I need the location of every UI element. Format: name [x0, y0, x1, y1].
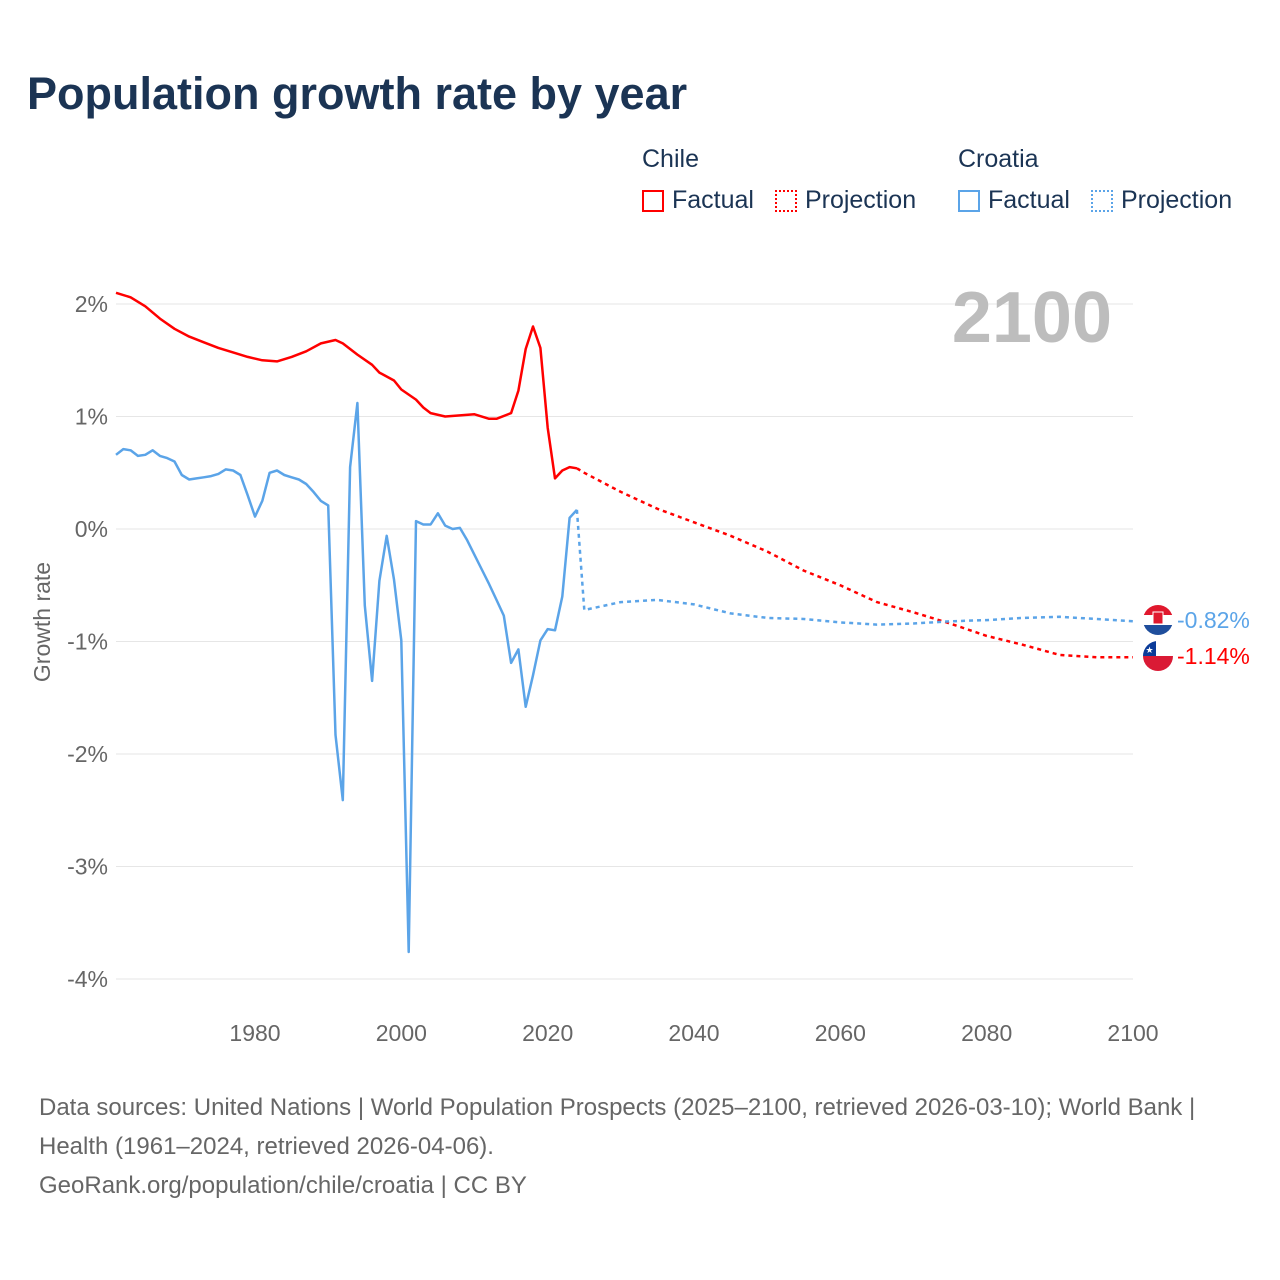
- y-tick-label: -1%: [67, 629, 108, 655]
- croatia-factual-line: [115, 401, 578, 954]
- x-tick-label: 2040: [668, 1020, 719, 1046]
- y-tick-label: -3%: [67, 854, 108, 880]
- y-axis: 2% 1% 0% -1% -2% -3% -4%: [67, 291, 108, 992]
- y-tick-label: -2%: [67, 741, 108, 767]
- x-axis: 1980 2000 2020 2040 2060 2080 2100: [229, 1020, 1158, 1046]
- y-tick-label: -4%: [67, 966, 108, 992]
- source-link[interactable]: GeoRank.org/population/chile/croatia | C…: [39, 1172, 527, 1199]
- croatia-flag-icon: [1143, 605, 1173, 635]
- legend-label: Projection: [804, 186, 917, 214]
- legend-croatia-title: Croatia: [958, 145, 1039, 173]
- x-tick-label: 2020: [522, 1020, 573, 1046]
- y-tick-label: 1%: [75, 404, 108, 430]
- chile-end-label: -1.14%: [1177, 643, 1250, 669]
- y-axis-label: Growth rate: [29, 562, 55, 682]
- solid-swatch-icon: [642, 189, 664, 212]
- legend-label: Factual: [988, 186, 1070, 214]
- chile-flag-icon: ★: [1143, 641, 1173, 671]
- legend-chile-projection[interactable]: Projection: [774, 186, 917, 215]
- legend-label: Factual: [672, 186, 754, 214]
- legend-croatia-projection[interactable]: Projection: [1090, 186, 1233, 215]
- svg-text:★: ★: [1145, 645, 1153, 655]
- legend-chile-factual[interactable]: Factual: [642, 186, 754, 215]
- series-lines: [115, 291, 1134, 954]
- legend-chile-title: Chile: [642, 145, 699, 173]
- legend-croatia: Croatia Factual Projection: [958, 145, 1246, 219]
- legend-croatia-factual[interactable]: Factual: [958, 186, 1070, 215]
- chile-factual-line: [115, 291, 578, 480]
- footer: Data sources: United Nations | World Pop…: [39, 1088, 1239, 1205]
- legend-chile: Chile Factual Projection: [642, 145, 930, 219]
- x-tick-label: 2000: [376, 1020, 427, 1046]
- croatia-projection-line: [575, 509, 1134, 626]
- chart-title: Population growth rate by year: [27, 68, 688, 119]
- y-tick-label: 0%: [75, 516, 108, 542]
- legend-label: Projection: [1120, 186, 1233, 214]
- chile-projection-line: [576, 467, 1133, 659]
- y-tick-label: 2%: [75, 291, 108, 317]
- dotted-swatch-icon: [1090, 189, 1113, 212]
- x-tick-label: 2060: [815, 1020, 866, 1046]
- solid-swatch-icon: [958, 189, 980, 212]
- x-tick-label: 2080: [961, 1020, 1012, 1046]
- croatia-end-label: -0.82%: [1177, 607, 1250, 633]
- year-watermark: 2100: [952, 278, 1112, 358]
- x-tick-label: 1980: [229, 1020, 280, 1046]
- data-sources: Data sources: United Nations | World Pop…: [39, 1094, 1196, 1160]
- grid: [116, 303, 1133, 980]
- dotted-swatch-icon: [774, 189, 797, 212]
- x-tick-label: 2100: [1107, 1020, 1158, 1046]
